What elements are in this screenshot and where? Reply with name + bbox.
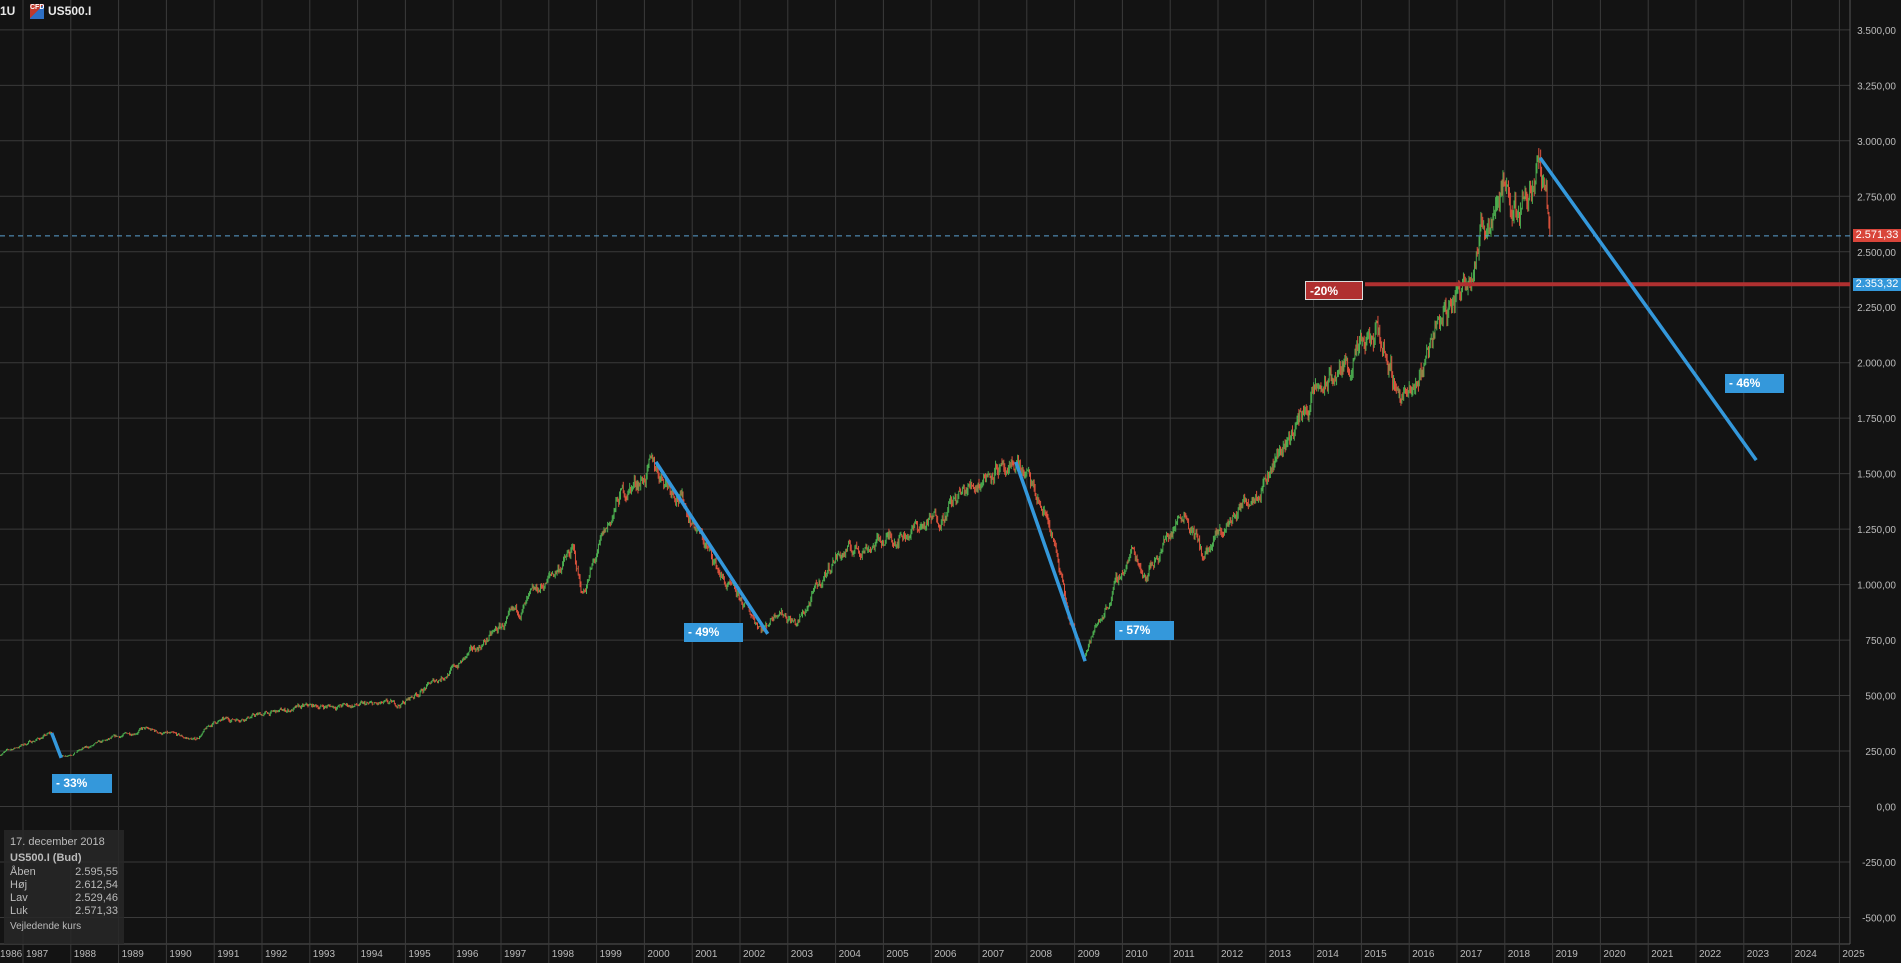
info-label: Luk [10,905,28,917]
x-tick-label: 2000 [647,949,670,960]
x-tick-label: 2025 [1842,949,1865,960]
trendline-2 [654,460,770,635]
x-tick-label: 1986 [0,949,23,960]
info-value: 2.612,54 [75,879,118,891]
info-value: 2.595,55 [75,866,118,878]
x-tick-label: 1997 [504,949,527,960]
info-label: Lav [10,892,28,904]
trendline-1 [50,732,63,759]
info-row-low: Lav 2.529,46 [10,892,118,905]
y-tick-label: 3.250,00 [1857,81,1896,92]
trendline-label-1: - 33% [52,774,112,793]
y-tick-label: 2.750,00 [1857,192,1896,203]
trendline-label-2: - 49% [684,623,743,642]
y-tick-label: 3.500,00 [1857,26,1896,37]
x-tick-label: 2010 [1125,949,1148,960]
x-tick-label: 1991 [217,949,240,960]
y-tick-label: 1.000,00 [1857,581,1896,592]
info-date: 17. december 2018 [10,836,105,848]
y-tick-label: -500,00 [1862,913,1896,924]
trendline-3 [1014,461,1087,662]
x-tick-label: 2020 [1603,949,1626,960]
y-tick-label: -250,00 [1862,858,1896,869]
info-title: US500.I (Bud) [10,852,82,864]
y-tick-label: 1.500,00 [1857,470,1896,481]
x-tick-label: 2011 [1173,949,1195,960]
trendline-4 [1538,156,1758,462]
info-row-high: Høj 2.612,54 [10,879,118,892]
x-tick-label: 1987 [26,949,49,960]
x-tick-label: 1995 [408,949,431,960]
info-label: Åben [10,866,36,878]
x-tick-label: 2022 [1699,949,1722,960]
support-price-badge: 2.353,32 [1853,278,1901,291]
x-tick-label: 1998 [552,949,575,960]
x-tick-label: 2003 [791,949,814,960]
x-tick-label: 1992 [265,949,288,960]
x-tick-label: 2005 [886,949,909,960]
x-tick-label: 2012 [1221,949,1244,960]
current-price-badge: 2.571,33 [1853,229,1901,242]
x-tick-label: 2019 [1556,949,1579,960]
x-tick-label: 2014 [1317,949,1340,960]
x-tick-label: 2007 [982,949,1005,960]
y-tick-label: 2.250,00 [1857,303,1896,314]
y-tick-label: 250,00 [1865,747,1896,758]
x-tick-label: 2016 [1412,949,1435,960]
x-tick-label: 2015 [1364,949,1387,960]
trendline-label-4: - 46% [1725,374,1784,393]
x-tick-label: 1988 [74,949,97,960]
info-footer: Vejledende kurs [10,921,82,932]
x-tick-label: 1999 [600,949,623,960]
x-tick-label: 2008 [1030,949,1053,960]
x-tick-label: 2018 [1508,949,1531,960]
x-tick-label: 1990 [169,949,192,960]
x-tick-label: 2006 [934,949,957,960]
x-tick-label: 2009 [1078,949,1101,960]
x-tick-label: 2023 [1747,949,1770,960]
x-tick-label: 1996 [456,949,479,960]
y-tick-label: 750,00 [1865,636,1896,647]
y-tick-label: 1.750,00 [1857,414,1896,425]
trendline-label-3: - 57% [1115,621,1174,640]
x-tick-label: 1993 [313,949,336,960]
y-tick-label: 1.250,00 [1857,525,1896,536]
x-tick-label: 2001 [695,949,718,960]
x-tick-label: 2002 [743,949,766,960]
support-annotation: -20% [1305,281,1363,300]
x-tick-label: 2024 [1795,949,1818,960]
x-tick-label: 1989 [122,949,145,960]
y-tick-label: 0,00 [1877,803,1897,814]
info-value: 2.529,46 [75,892,118,904]
y-tick-label: 2.000,00 [1857,359,1896,370]
x-tick-label: 2017 [1460,949,1483,960]
y-tick-label: 2.500,00 [1857,248,1896,259]
y-tick-label: 500,00 [1865,692,1896,703]
info-panel: 17. december 2018 US500.I (Bud) Åben 2.59… [4,830,124,944]
cfd-icon: CFD [30,4,44,19]
x-tick-label: 1994 [361,949,384,960]
y-tick-label: 3.000,00 [1857,137,1896,148]
info-label: Høj [10,879,28,891]
info-row-open: Åben 2.595,55 [10,866,118,879]
info-value: 2.571,33 [75,905,118,917]
instrument-label[interactable]: US500.I [48,4,92,18]
x-tick-label: 2004 [839,949,862,960]
x-tick-label: 2013 [1269,949,1292,960]
info-row-close: Luk 2.571,33 [10,905,118,918]
x-tick-label: 2021 [1651,949,1674,960]
timeframe-label[interactable]: 1U [0,4,16,18]
